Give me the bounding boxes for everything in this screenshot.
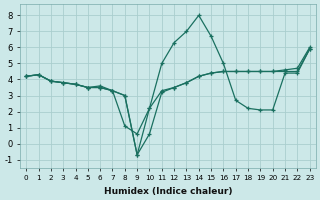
X-axis label: Humidex (Indice chaleur): Humidex (Indice chaleur) (104, 187, 232, 196)
